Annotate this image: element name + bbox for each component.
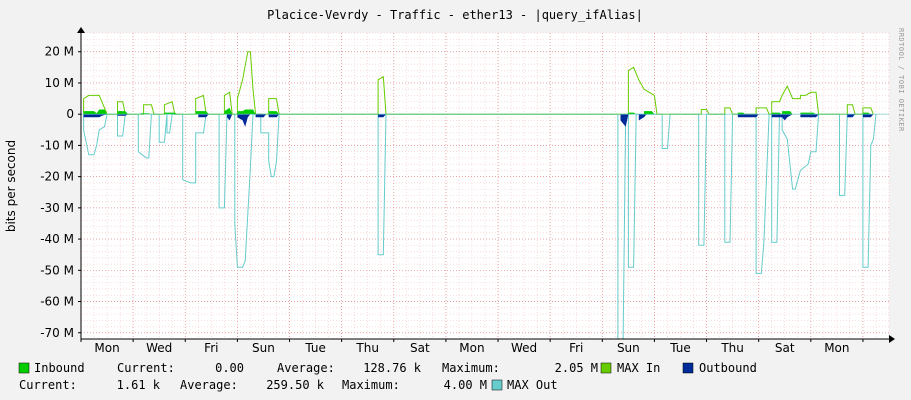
legend-inbound-swatch [18,362,30,374]
x-tick-label: Thu [720,341,744,355]
chart-title: Placice-Vevrdy - Traffic - ether13 - |qu… [267,8,643,22]
y-tick-label: 20 M [45,45,74,59]
legend-inbound-current-label: Current: [117,361,175,375]
y-tick-labels: 20 M 10 M 0 -10 M -20 M -30 M -40 M -50 M -60 M -… [40,45,81,340]
legend-outbound-maximum: 4.00 M [444,378,487,392]
legend-outbound-swatch [682,362,694,374]
x-axis-arrow [889,335,895,343]
x-tick-label: Mon [459,341,484,355]
y-tick-label: -30 M [40,201,74,215]
x-tick-labels: Mon Wed Fri Sun Tue Thu Sat Mon Wed Fri Sun Tue Thu S… [80,339,864,355]
y-axis-arrow [77,27,85,33]
legend-max-in-name: MAX In [617,361,660,375]
legend-inbound-average-label: Average: [277,361,335,375]
legend: Inbound Current: 0.00 Average: 128.76 k … [18,361,757,392]
x-tick-label: Sun [252,341,275,355]
x-tick-label: Tue [669,341,691,355]
y-tick-label: 0 [66,107,74,121]
x-tick-label: Thu [355,341,379,355]
x-tick-label: Sat [775,341,795,355]
y-tick-label: -50 M [40,263,74,277]
x-tick-label: Wed [146,341,172,355]
x-tick-label: Fri [569,341,583,355]
series-max-in-line [83,51,874,115]
legend-inbound-average: 128.76 k [363,361,422,375]
legend-outbound-maximum-label: Maximum: [342,378,400,392]
legend-max-out-swatch [491,379,503,391]
y-tick-label: -60 M [40,295,74,309]
y-tick-label: -10 M [40,138,74,152]
axes [77,27,895,343]
x-tick-label: Tue [304,341,326,355]
legend-outbound-name: Outbound [699,361,757,375]
legend-outbound-average: 259.50 k [266,378,325,392]
legend-max-out-name: MAX Out [507,378,558,392]
x-tick-label: Mon [94,341,119,355]
legend-inbound-current: 0.00 [215,361,244,375]
x-tick-label: Wed [511,341,537,355]
y-tick-label: -20 M [40,170,74,184]
legend-outbound-current-label: Current: [19,378,77,392]
grid-lines [80,32,890,340]
legend-outbound-average-label: Average: [180,378,238,392]
x-tick-label: Sun [617,341,640,355]
x-tick-label: Fri [204,341,218,355]
y-tick-label: 10 M [45,76,74,90]
y-tick-label: -70 M [40,326,74,340]
legend-inbound-maximum-label: Maximum: [442,361,500,375]
x-tick-label: Sat [410,341,430,355]
legend-max-in-swatch [600,362,612,374]
legend-inbound-maximum: 2.05 M [555,361,598,375]
y-tick-label: -40 M [40,232,74,246]
x-tick-label: Mon [824,341,849,355]
legend-outbound-current: 1.61 k [117,378,161,392]
y-axis-label: bits per second [4,140,18,232]
legend-inbound-name: Inbound [34,361,85,375]
rrdtool-watermark: RRDTOOL / TOBI OETIKER [897,28,905,132]
